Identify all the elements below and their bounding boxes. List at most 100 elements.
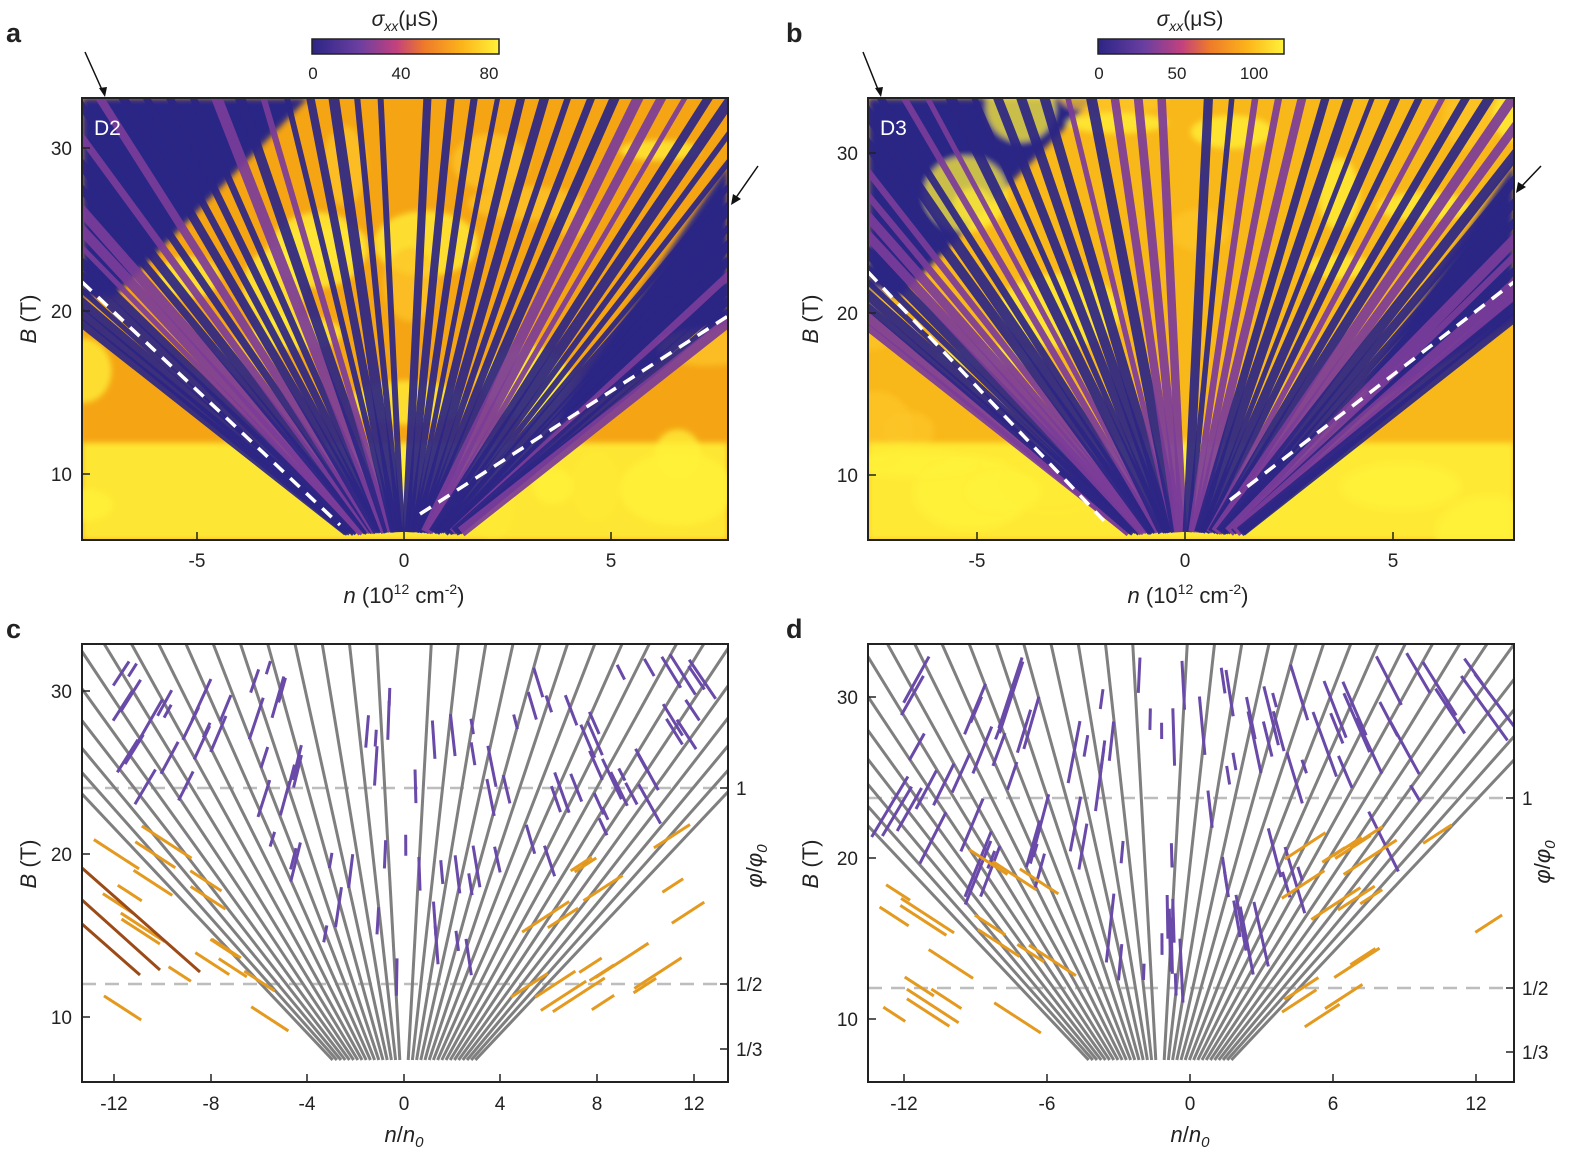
wannier-c-purple-segment xyxy=(448,714,457,757)
heatmap-a-gap-ray xyxy=(407,98,478,533)
panel-label-a: a xyxy=(6,18,22,48)
heatmap-b-gap-ray xyxy=(971,98,1168,534)
wannier-c-purple-segment xyxy=(543,845,557,877)
wannier-d-orange-segment xyxy=(1303,1002,1341,1029)
right-tick-c-0: 1 xyxy=(736,779,747,800)
x-tick-c-3: 0 xyxy=(399,1094,410,1115)
heatmap-b-gap-ray xyxy=(868,278,1139,534)
wannier-d-orange-segment xyxy=(1349,947,1377,967)
heatmap-a-gap-ray xyxy=(410,98,526,533)
wannier-d-orange-segment xyxy=(991,860,1038,892)
wannier-c-gray-line xyxy=(419,644,515,1061)
heatmap-a-gap-ray xyxy=(402,98,432,533)
wannier-d-gray-line xyxy=(868,804,1094,1061)
wannier-d-orange-segment xyxy=(882,1005,907,1023)
wannier-c-purple-segment xyxy=(177,770,195,802)
wannier-d-gray-line xyxy=(1204,644,1462,1061)
wannier-c-orange-segment xyxy=(189,885,227,911)
wannier-d-purple-segment xyxy=(1206,790,1214,829)
y-axis-label-d: B (T) xyxy=(798,840,823,889)
wannier-d-orange-segment xyxy=(1333,946,1381,979)
wannier-c-purple-segment xyxy=(687,658,717,700)
arrow-top-left-a xyxy=(84,51,107,97)
wannier-c-purple-segment xyxy=(579,724,597,759)
wannier-d-purple-segment xyxy=(997,657,1024,729)
wannier-d-purple-segment xyxy=(1136,657,1142,693)
wannier-c-gray-line xyxy=(184,644,372,1061)
wannier-d-purple-segment xyxy=(1296,866,1304,882)
wannier-c-purple-segment xyxy=(156,689,174,717)
wannier-c-orange-segment xyxy=(569,855,593,873)
wannier-d-orange-segment xyxy=(977,928,1021,958)
wannier-c-gray-line xyxy=(406,644,433,1061)
arrow-top-left-b xyxy=(862,51,883,97)
heatmap-a-patch xyxy=(384,247,438,322)
wannier-d-purple-segment xyxy=(1232,900,1242,938)
wannier-d-purple-segment xyxy=(950,752,972,794)
wannier-c-purple-segment xyxy=(469,718,475,735)
wannier-c-purple-segment xyxy=(643,658,656,677)
wannier-c-purple-segment xyxy=(347,854,355,889)
heatmap-b-gap-ray xyxy=(1200,98,1401,534)
x-tick-c-5: 8 xyxy=(592,1094,603,1115)
heatmap-b-gap-ray xyxy=(1190,98,1283,533)
wannier-c-purple-segment xyxy=(526,691,538,720)
heatmap-a-gap-ray xyxy=(210,98,392,534)
dashed-boundary-left-a xyxy=(82,280,342,527)
wannier-c-purple-segment xyxy=(453,855,462,894)
heatmap-b-gap-ray xyxy=(1194,98,1330,534)
wannier-d-purple-segment xyxy=(1225,765,1232,785)
heatmap-b xyxy=(868,98,1514,540)
wannier-d-gray-line xyxy=(868,727,1107,1061)
wannier-c-gray-line xyxy=(436,644,624,1061)
y-tick-d-2: 10 xyxy=(837,1010,858,1031)
heatmap-a xyxy=(82,98,728,540)
right-tick-d-0: 1 xyxy=(1522,789,1533,810)
right-axis-label-c: φ/φ0 xyxy=(742,844,771,888)
heatmap-b-gap-ray xyxy=(868,190,1151,535)
wannier-d-purple-segment xyxy=(1434,687,1467,735)
wannier-d-purple-segment xyxy=(1119,840,1125,864)
wannier-c-purple-segment xyxy=(601,758,623,800)
wannier-d-purple-segment xyxy=(881,785,913,837)
wannier-d-orange-segment xyxy=(1281,988,1318,1014)
wannier-c-orange-segment xyxy=(250,1005,290,1033)
right-tick-d-1: 1/2 xyxy=(1522,979,1548,1000)
wannier-d-purple-segment xyxy=(1104,893,1116,963)
heatmap-a-gap-ray xyxy=(428,98,688,534)
heatmap-a-gap-ray xyxy=(421,98,644,535)
heatmap-b-gap-ray xyxy=(1110,98,1183,533)
wannier-d-purple-segment xyxy=(1117,943,1124,981)
heatmap-b-gap-ray xyxy=(1216,147,1514,536)
x-tick-c-6: 12 xyxy=(683,1094,704,1115)
heatmap-a-gap-ray xyxy=(82,296,355,536)
wannier-c-brown-segment xyxy=(82,922,141,977)
wannier-c-orange-segment xyxy=(120,917,161,946)
heatmap-a-gap-ray xyxy=(412,98,550,534)
wannier-d-purple-segment xyxy=(1460,675,1509,742)
wannier-c-orange-segment xyxy=(653,823,691,850)
heatmap-b-gap-ray xyxy=(1200,98,1376,533)
wannier-c-orange-segment xyxy=(167,965,192,983)
x-tick-c-4: 4 xyxy=(495,1094,506,1115)
heatmap-b-gap-ray xyxy=(1221,197,1514,535)
wannier-c-purple-segment xyxy=(687,665,706,691)
heatmap-a-gap-ray xyxy=(234,98,394,534)
wannier-d-purple-segment xyxy=(1077,823,1089,870)
heatmap-a-gap-ray xyxy=(142,98,383,534)
wannier-c-purple-segment xyxy=(588,750,604,781)
wannier-d-orange-segment xyxy=(1332,836,1363,857)
wannier-d-purple-segment xyxy=(1006,761,1019,791)
wannier-d-gray-line xyxy=(1175,644,1271,1061)
colorbar-tick-b-0: 0 xyxy=(1094,64,1103,83)
wannier-c-gray-line xyxy=(423,644,542,1061)
wannier-d-gray-line xyxy=(967,644,1132,1061)
wannier-c-orange-segment xyxy=(189,869,223,893)
wannier-d-purple-segment xyxy=(1141,963,1146,981)
wannier-d-purple-segment xyxy=(986,850,997,869)
colorbar-tick-b-2: 100 xyxy=(1240,64,1268,83)
heatmap-a-gap-ray xyxy=(424,98,667,535)
heatmap-b-gap-ray xyxy=(945,98,1168,535)
wannier-d-orange-segment xyxy=(1359,888,1384,906)
x-axis-d: -12 -6 0 6 12 n/n0 xyxy=(890,1074,1487,1151)
